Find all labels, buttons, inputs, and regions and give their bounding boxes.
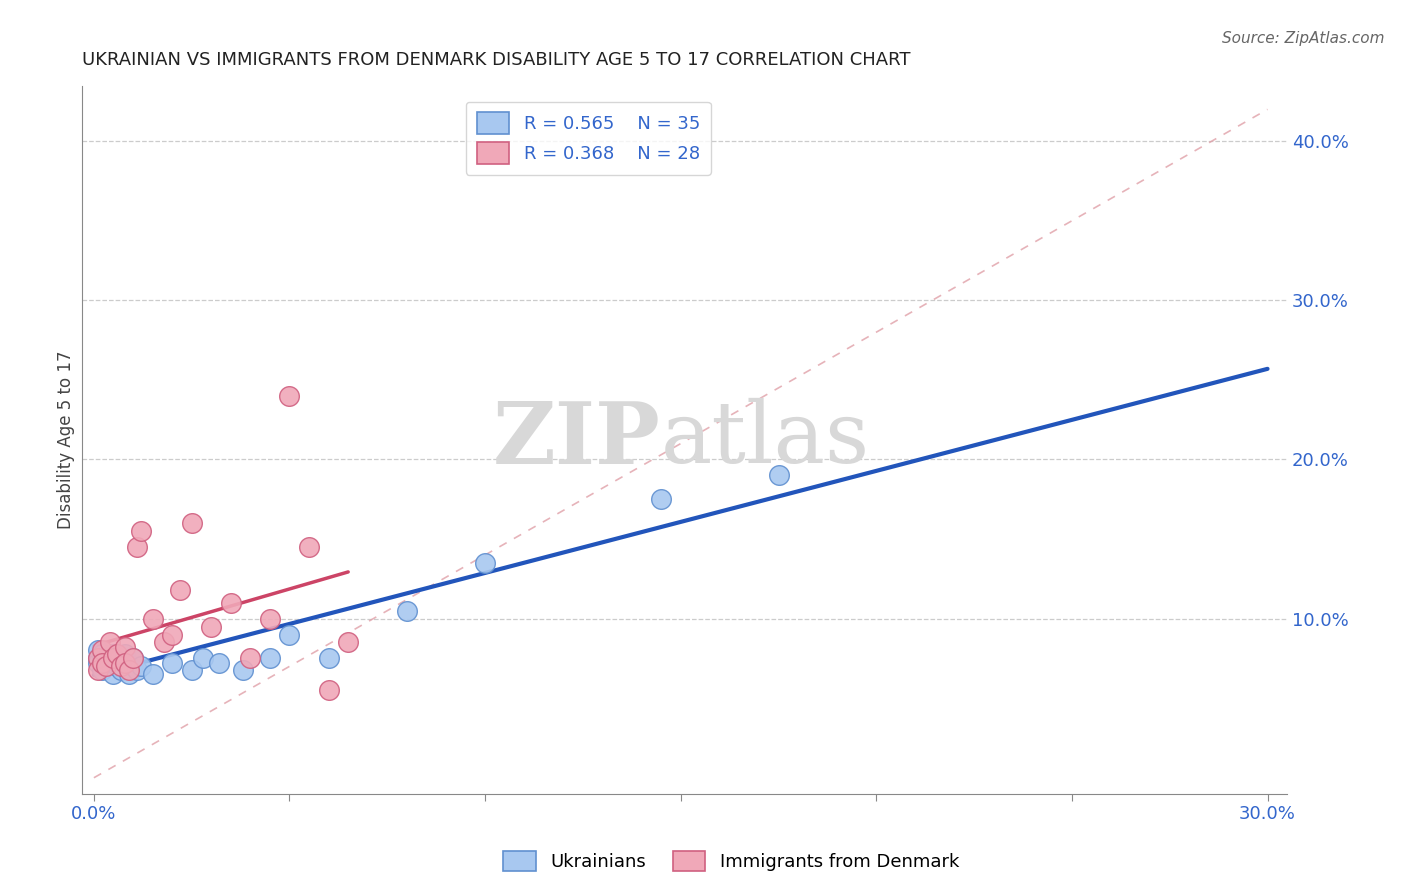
Point [193, 651, 215, 665]
Text: ZIP: ZIP [492, 398, 661, 482]
Point [219, 596, 242, 610]
Point [337, 635, 360, 649]
Point [129, 659, 152, 673]
Point [94, 651, 117, 665]
Point [142, 612, 165, 626]
Point [125, 663, 148, 677]
Point [395, 604, 418, 618]
Point [90, 656, 112, 670]
Point [110, 659, 132, 673]
Point [129, 524, 152, 538]
Point [98, 656, 121, 670]
Point [114, 656, 136, 670]
Point [122, 651, 145, 665]
Point [94, 659, 117, 673]
Point [259, 612, 281, 626]
Point [768, 468, 790, 483]
Point [87, 656, 110, 670]
Point [105, 647, 128, 661]
Point [474, 556, 496, 570]
Point [90, 647, 112, 661]
Point [125, 540, 148, 554]
Point [87, 651, 110, 665]
Point [160, 627, 183, 641]
Point [105, 651, 128, 665]
Point [122, 651, 145, 665]
Point [180, 516, 202, 530]
Point [98, 649, 121, 664]
Point [259, 651, 281, 665]
Point [278, 627, 301, 641]
Point [110, 663, 132, 677]
Point [169, 582, 191, 597]
Point [114, 647, 136, 661]
Point [103, 647, 125, 661]
Point [87, 643, 110, 657]
Text: Source: ZipAtlas.com: Source: ZipAtlas.com [1222, 31, 1385, 46]
Point [160, 656, 183, 670]
Point [90, 643, 112, 657]
Point [90, 663, 112, 677]
Text: atlas: atlas [661, 398, 870, 481]
Point [98, 635, 121, 649]
Point [200, 619, 222, 633]
Point [90, 653, 112, 667]
Point [318, 683, 340, 698]
Point [114, 656, 136, 670]
Y-axis label: Disability Age 5 to 17: Disability Age 5 to 17 [58, 351, 75, 529]
Point [239, 651, 262, 665]
Point [103, 651, 125, 665]
Point [153, 635, 176, 649]
Point [298, 540, 321, 554]
Legend: R = 0.565    N = 35, R = 0.368    N = 28: R = 0.565 N = 35, R = 0.368 N = 28 [465, 102, 710, 175]
Point [650, 492, 672, 507]
Point [114, 640, 136, 655]
Point [118, 663, 141, 677]
Point [105, 659, 128, 673]
Point [278, 389, 301, 403]
Point [87, 663, 110, 677]
Point [208, 656, 231, 670]
Point [318, 651, 340, 665]
Point [180, 663, 202, 677]
Point [87, 651, 110, 665]
Point [122, 659, 145, 673]
Point [103, 667, 125, 681]
Text: UKRAINIAN VS IMMIGRANTS FROM DENMARK DISABILITY AGE 5 TO 17 CORRELATION CHART: UKRAINIAN VS IMMIGRANTS FROM DENMARK DIS… [82, 51, 911, 69]
Point [142, 667, 165, 681]
Legend: Ukrainians, Immigrants from Denmark: Ukrainians, Immigrants from Denmark [496, 844, 966, 879]
Point [94, 659, 117, 673]
Point [232, 663, 254, 677]
Point [118, 667, 141, 681]
